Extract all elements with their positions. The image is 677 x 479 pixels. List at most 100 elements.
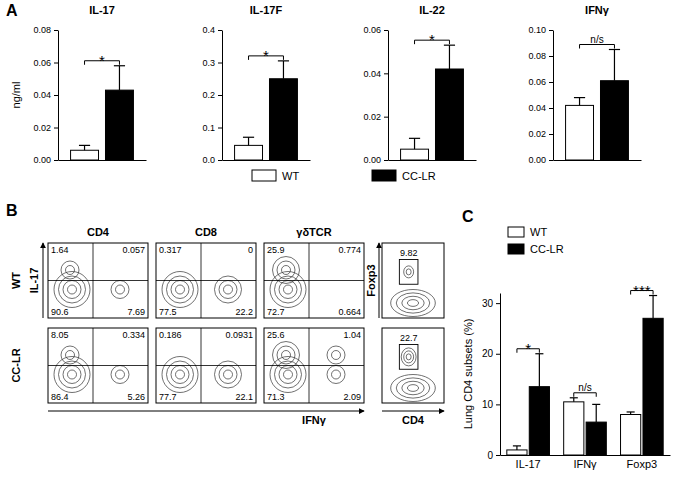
- chart-title: IL-22: [419, 4, 445, 16]
- legend-label: WT: [530, 226, 547, 238]
- contour: [219, 281, 237, 299]
- y-tick-mark: [54, 160, 58, 161]
- axis-arrow: [382, 411, 444, 412]
- y-tick-label: 0: [487, 450, 493, 461]
- column-header: γδTCR: [296, 226, 331, 238]
- bar: [435, 69, 463, 160]
- gate-line: [156, 365, 256, 366]
- y-axis-line: [553, 31, 554, 161]
- error-bar: [539, 354, 540, 387]
- y-tick-label: 0.00: [363, 155, 381, 165]
- error-cap: [114, 65, 125, 66]
- quadrant-percent: 8.05: [51, 330, 69, 340]
- contour: [54, 357, 90, 393]
- y-tick: 0.02: [363, 112, 388, 122]
- y-tick-label: 0.04: [528, 103, 546, 113]
- y-axis-line: [388, 31, 389, 161]
- error-bar: [84, 145, 85, 150]
- quadrant-percent: 86.4: [51, 392, 69, 402]
- legend-label: WT: [282, 170, 299, 182]
- contour: [116, 285, 125, 294]
- error-bar: [414, 138, 415, 149]
- gate-percent: 22.7: [400, 333, 418, 343]
- flow-plot: 0.317 0 77.5 22.2: [156, 243, 256, 318]
- flow-plot: 25.61.0471.32.09: [264, 328, 364, 403]
- y-tick-label: 0.4: [202, 25, 215, 35]
- plot-area: [71, 66, 134, 160]
- contour: [404, 266, 414, 278]
- contour: [391, 290, 436, 317]
- y-tick: 0.1: [202, 123, 222, 133]
- x-axis-line: [501, 455, 671, 456]
- contour: [279, 281, 297, 299]
- bar: [566, 105, 594, 160]
- y-tick-mark: [384, 160, 388, 161]
- bar: [71, 150, 99, 160]
- contour: [162, 357, 198, 393]
- y-tick: 0.2: [202, 90, 222, 100]
- y-tick-mark: [384, 30, 388, 31]
- contour: [406, 354, 411, 360]
- x-tick: Foxp3: [627, 458, 658, 470]
- row-label: WT: [10, 272, 22, 289]
- error-bar: [614, 50, 615, 81]
- y-axis: 0.000.020.040.06: [363, 25, 388, 165]
- contour: [162, 272, 198, 308]
- axis-arrow: [43, 243, 44, 318]
- quadrant-percent: 77.5: [159, 307, 177, 317]
- y-tick: 10: [482, 399, 500, 410]
- y-tick-label: 0.2: [202, 90, 215, 100]
- flow-plot: 9.82: [382, 243, 444, 318]
- y-axis-title: ng/ml: [10, 82, 22, 109]
- x-axis: [223, 160, 311, 161]
- y-tick: 0.00: [33, 155, 58, 165]
- contour: [396, 378, 429, 398]
- y-tick: 0.08: [33, 25, 58, 35]
- error-cap: [627, 411, 635, 412]
- y-tick: 0.0: [202, 155, 222, 165]
- quadrant-percent: 22.2: [235, 307, 253, 317]
- contour: [273, 257, 300, 284]
- plot-frame: [382, 243, 444, 318]
- x-axis: [389, 160, 477, 161]
- bar: [621, 415, 641, 456]
- x-axis: [59, 160, 147, 161]
- y-tick: 0.02: [33, 123, 58, 133]
- flow-panel: BCD4CD8γδTCRWTCC-LRIL-17IFNγ1.640.05790.…: [6, 202, 364, 426]
- contour: [59, 361, 86, 388]
- contour: [66, 266, 75, 275]
- y-tick-label: 0.06: [363, 25, 381, 35]
- y-tick-mark: [218, 63, 222, 64]
- x-axis: IL-17IFNγFoxp3: [501, 456, 671, 470]
- y-tick-mark: [549, 160, 553, 161]
- y-tick-mark: [549, 108, 553, 109]
- y-tick-label: 0.10: [528, 25, 546, 35]
- quadrant-percent: 77.7: [159, 392, 177, 402]
- quadrant-percent: 0.186: [159, 330, 182, 340]
- y-tick: 0.00: [528, 155, 553, 165]
- quadrant-percent: 0.317: [159, 245, 182, 255]
- y-tick-mark: [549, 134, 553, 135]
- significance-bracket: [580, 45, 615, 49]
- y-tick-label: 0.3: [202, 58, 215, 68]
- contour: [219, 366, 237, 384]
- error-bar: [579, 98, 580, 106]
- y-tick-mark: [218, 128, 222, 129]
- y-axis: 0.0 0.1 0.2 0.3 0.4: [202, 25, 222, 165]
- y-tick: 0.3: [202, 58, 222, 68]
- quadrant-percent: 72.7: [267, 307, 285, 317]
- quadrant-percent: 0: [248, 245, 253, 255]
- gate-line: [156, 280, 256, 281]
- contour: [327, 346, 345, 364]
- plot-area: [235, 61, 298, 160]
- y-tick-label: 0.02: [528, 129, 546, 139]
- y-axis-line: [222, 31, 223, 161]
- error-bar: [573, 398, 574, 402]
- panel-label: C: [462, 208, 474, 225]
- plot-area: [391, 345, 436, 402]
- y-tick-mark: [54, 63, 58, 64]
- contour: [171, 366, 189, 384]
- panel-label: A: [6, 2, 18, 19]
- y-tick-label: 0.06: [528, 77, 546, 87]
- quadrant-percent: 1.64: [51, 245, 69, 255]
